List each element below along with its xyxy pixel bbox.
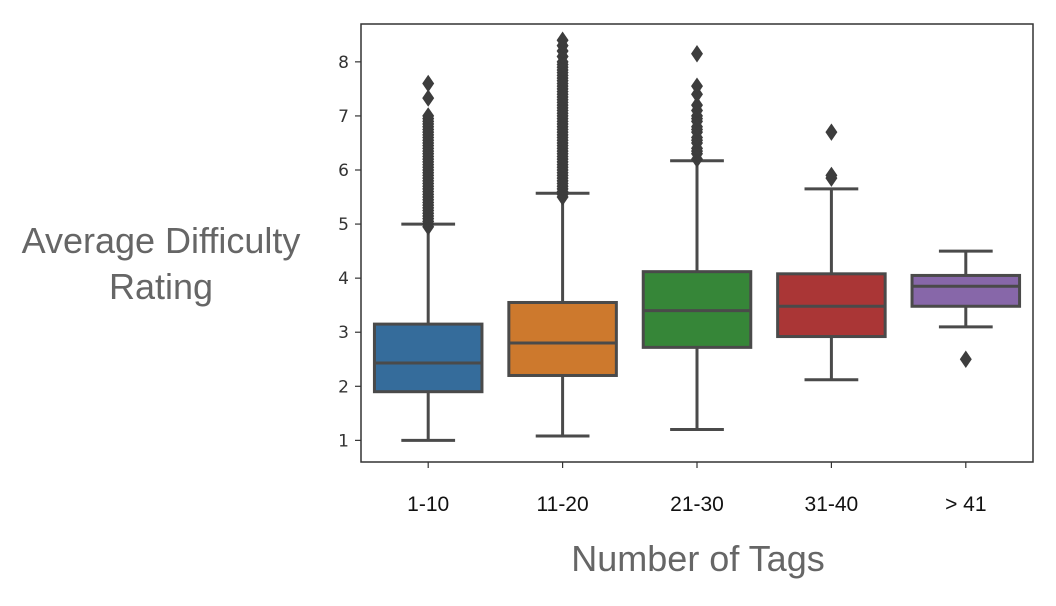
y-tick-label: 1: [338, 431, 349, 451]
outlier-point: [691, 77, 703, 95]
y-axis-title-line-1: Average Difficulty: [21, 220, 301, 261]
y-tick-label: 3: [338, 323, 349, 343]
box-series: [372, 31, 1022, 442]
box-body: [910, 273, 1022, 308]
outlier-point: [691, 96, 703, 114]
outlier-point: [422, 107, 435, 125]
box-body: [372, 322, 484, 394]
outlier-point: [422, 74, 435, 93]
box-3: [641, 45, 753, 432]
x-axis: 1-10 11-20 21-30 31-40 > 41: [407, 462, 987, 516]
y-axis: 1 2 3 4 5 6 7 8: [338, 53, 361, 451]
outlier-point: [556, 31, 569, 49]
x-tick-label: 31-40: [805, 493, 859, 516]
y-axis-title: Average Difficulty Rating: [0, 218, 322, 310]
box-2: [507, 31, 618, 438]
x-tick-label: 1-10: [407, 493, 449, 516]
box-5: [910, 249, 1022, 368]
y-tick-label: 4: [338, 269, 349, 289]
outlier-point: [691, 45, 703, 63]
x-tick-label: > 41: [945, 493, 986, 516]
y-tick-label: 8: [338, 53, 349, 73]
y-tick-label: 7: [338, 107, 349, 127]
y-tick-label: 2: [338, 377, 349, 397]
y-axis-title-line-2: Rating: [108, 266, 214, 307]
box-body: [507, 300, 618, 377]
outlier-point: [825, 123, 838, 141]
x-axis-title: Number of Tags: [571, 538, 825, 579]
y-tick-label: 5: [338, 215, 349, 235]
outlier-point: [825, 166, 838, 185]
outlier-point: [422, 89, 435, 107]
outlier-point: [959, 350, 972, 368]
y-tick-label: 6: [338, 161, 349, 181]
x-tick-label: 21-30: [670, 493, 724, 516]
x-tick-label: 11-20: [537, 493, 589, 516]
box-4: [776, 123, 887, 382]
box-1: [372, 74, 484, 442]
